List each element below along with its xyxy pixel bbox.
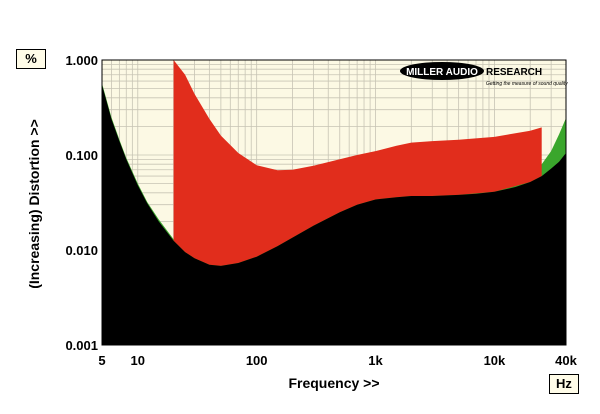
x-tick-label: 5 — [98, 353, 105, 368]
x-unit-label: Hz — [549, 374, 579, 394]
x-tick-label: 1k — [368, 353, 383, 368]
x-tick-label: 10k — [484, 353, 506, 368]
x-tick-label: 10 — [131, 353, 145, 368]
y-tick-labels: 0.001 0.010 0.100 1.000 — [65, 53, 98, 353]
y-tick-label: 0.100 — [65, 148, 98, 163]
x-axis-title: Frequency >> — [288, 375, 380, 391]
y-tick-label: 1.000 — [65, 53, 98, 68]
brand-logo: MILLER AUDIO RESEARCH Getting the measur… — [400, 62, 568, 87]
brand-tagline: Getting the measure of sound quality — [486, 81, 568, 87]
x-tick-label: 40k — [555, 353, 577, 368]
y-tick-label: 0.001 — [65, 338, 98, 353]
series-area-black — [102, 84, 566, 345]
x-tick-label: 100 — [246, 353, 268, 368]
plot-frame — [101, 59, 567, 346]
x-tick-labels: 5 10 100 1k 10k 40k — [98, 353, 577, 368]
brand-name-part: RESEARCH — [486, 67, 542, 78]
brand-name-part: MILLER AUDIO — [406, 67, 478, 78]
data-areas — [102, 60, 566, 345]
series-area-red — [173, 60, 542, 266]
y-unit-label: % — [16, 49, 46, 69]
y-tick-label: 0.010 — [65, 243, 98, 258]
y-axis-title: (Increasing) Distortion >> — [26, 119, 42, 289]
